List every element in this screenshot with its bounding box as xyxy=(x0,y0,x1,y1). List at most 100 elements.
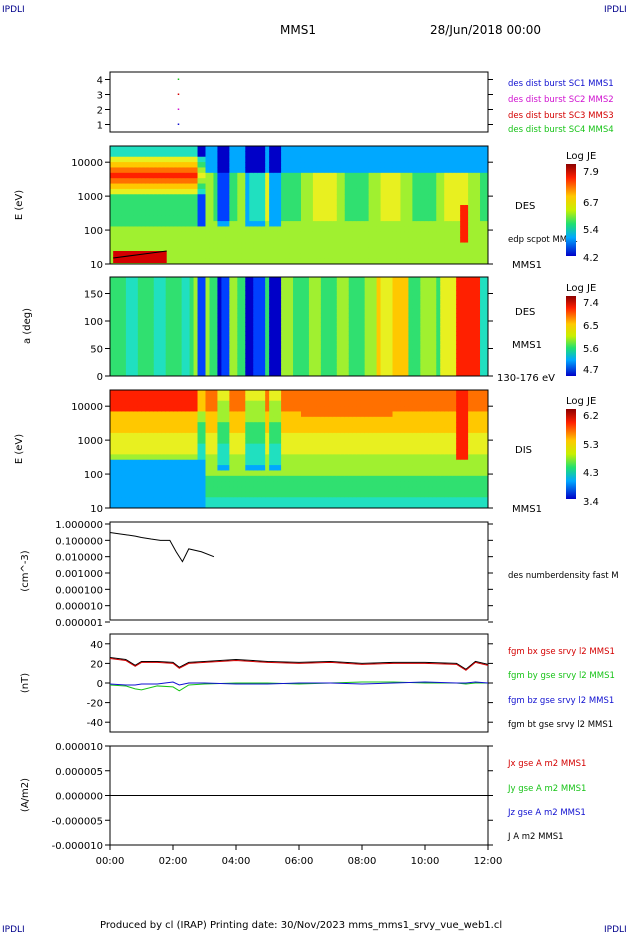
date-title: 28/Jun/2018 00:00 xyxy=(430,23,541,37)
spectrogram-cell xyxy=(316,353,322,359)
spectrogram-cell xyxy=(324,353,330,359)
spectrogram-cell xyxy=(464,242,469,249)
spectrogram-cell xyxy=(173,167,179,174)
spectrogram-cell xyxy=(189,491,195,498)
spectrogram-cell xyxy=(400,237,405,244)
spectrogram-cell xyxy=(412,178,417,185)
spectrogram-cell xyxy=(129,281,135,287)
spectrogram-cell xyxy=(193,335,199,341)
pitch-tick-label: 150 xyxy=(84,290,103,301)
spectrogram-cell xyxy=(412,367,417,372)
spectrogram-cell xyxy=(125,349,131,354)
spectrogram-cell xyxy=(141,371,147,377)
spectrogram-cell xyxy=(209,470,214,477)
spectrogram-cell xyxy=(225,335,230,341)
spectrogram-cell xyxy=(133,491,139,498)
spectrogram-cell xyxy=(340,295,346,300)
spectrogram-cell xyxy=(297,286,302,291)
spectrogram-cell xyxy=(388,371,394,377)
spectrogram-cell xyxy=(484,156,489,163)
spectrogram-cell xyxy=(229,411,234,418)
spectrogram-cell xyxy=(328,258,334,265)
spectrogram-cell xyxy=(229,449,234,455)
spectrogram-cell xyxy=(308,231,314,238)
spectrogram-cell xyxy=(237,247,242,254)
spectrogram-cell xyxy=(221,362,226,368)
spectrogram-cell xyxy=(336,194,342,201)
spectrogram-cell xyxy=(364,340,370,345)
spectrogram-cell xyxy=(480,362,485,368)
spectrogram-cell xyxy=(476,242,481,249)
spectrogram-cell xyxy=(145,411,151,418)
spectrogram-cell xyxy=(165,295,171,300)
spectrogram-cell xyxy=(197,286,203,291)
spectrogram-cell xyxy=(189,146,195,152)
spectrogram-cell xyxy=(233,237,238,244)
spectrogram-cell xyxy=(157,390,163,396)
spectrogram-cell xyxy=(304,199,310,206)
spectrogram-cell xyxy=(229,443,234,450)
spectrogram-cell xyxy=(277,371,282,377)
spectrogram-cell xyxy=(273,371,278,377)
spectrogram-cell xyxy=(189,304,195,309)
spectrogram-cell xyxy=(117,454,123,461)
spectrogram-cell xyxy=(225,242,230,249)
spectrogram-cell xyxy=(165,459,171,466)
spectrogram-cell xyxy=(205,205,210,211)
spectrogram-cell xyxy=(169,470,175,477)
spectrogram-cell xyxy=(452,326,457,332)
spectrogram-cell xyxy=(308,221,314,227)
spectrogram-cell xyxy=(316,205,322,211)
spectrogram-cell xyxy=(352,317,358,323)
spectrogram-cell xyxy=(412,231,417,238)
spectrogram-cell xyxy=(265,358,270,363)
spectrogram-cell xyxy=(384,331,390,336)
spectrogram-cell xyxy=(189,178,195,185)
spectrogram-cell xyxy=(300,194,306,201)
spectrogram-cell xyxy=(340,371,346,377)
spectrogram-cell xyxy=(149,226,155,233)
spectrogram-cell xyxy=(229,210,234,217)
spectrogram-cell xyxy=(201,156,206,163)
spectrogram-cell xyxy=(257,335,262,341)
spectrogram-cell xyxy=(157,406,163,412)
spectrogram-cell xyxy=(233,411,238,418)
spectrogram-cell xyxy=(468,371,473,377)
burst-point xyxy=(177,108,180,110)
spectrogram-cell xyxy=(444,304,449,309)
spectrogram-cell xyxy=(133,247,139,254)
spectrogram-cell xyxy=(436,299,441,305)
spectrogram-cell xyxy=(149,281,155,287)
spectrogram-cell xyxy=(428,317,433,323)
spectrogram-cell xyxy=(460,335,465,341)
spectrogram-cell xyxy=(392,167,397,174)
spectrogram-cell xyxy=(356,231,362,238)
spectrogram-cell xyxy=(468,194,473,201)
spectrogram-cell xyxy=(392,313,397,318)
spectrogram-cell xyxy=(300,322,306,327)
spectrogram-cell xyxy=(408,340,413,345)
spectrogram-cell xyxy=(281,194,286,201)
spectrogram-cell xyxy=(173,443,179,450)
spectrogram-cell xyxy=(181,221,187,227)
spectrogram-cell xyxy=(356,304,362,309)
spectrogram-cell xyxy=(245,281,250,287)
spectrogram-cell xyxy=(173,400,179,407)
spectrogram-cell xyxy=(193,443,199,450)
spectrogram-cell xyxy=(221,258,226,265)
spectrogram-cell xyxy=(404,326,409,332)
spectrogram-cell xyxy=(137,400,143,407)
spectrogram-cell xyxy=(400,215,405,222)
spectrogram-cell xyxy=(285,221,290,227)
spectrogram-cell xyxy=(368,295,374,300)
spectrogram-cell xyxy=(185,502,191,509)
spectrogram-cell xyxy=(484,188,489,195)
spectrogram-cell xyxy=(201,167,206,174)
spectrogram-cell xyxy=(197,183,203,190)
spectrogram-cell xyxy=(476,194,481,201)
spectrogram-cell xyxy=(161,340,167,345)
spectrogram-cell xyxy=(277,326,282,332)
spectrogram-cell xyxy=(408,194,413,201)
spectrogram-cell xyxy=(181,231,187,238)
spectrogram-cell xyxy=(137,295,143,300)
